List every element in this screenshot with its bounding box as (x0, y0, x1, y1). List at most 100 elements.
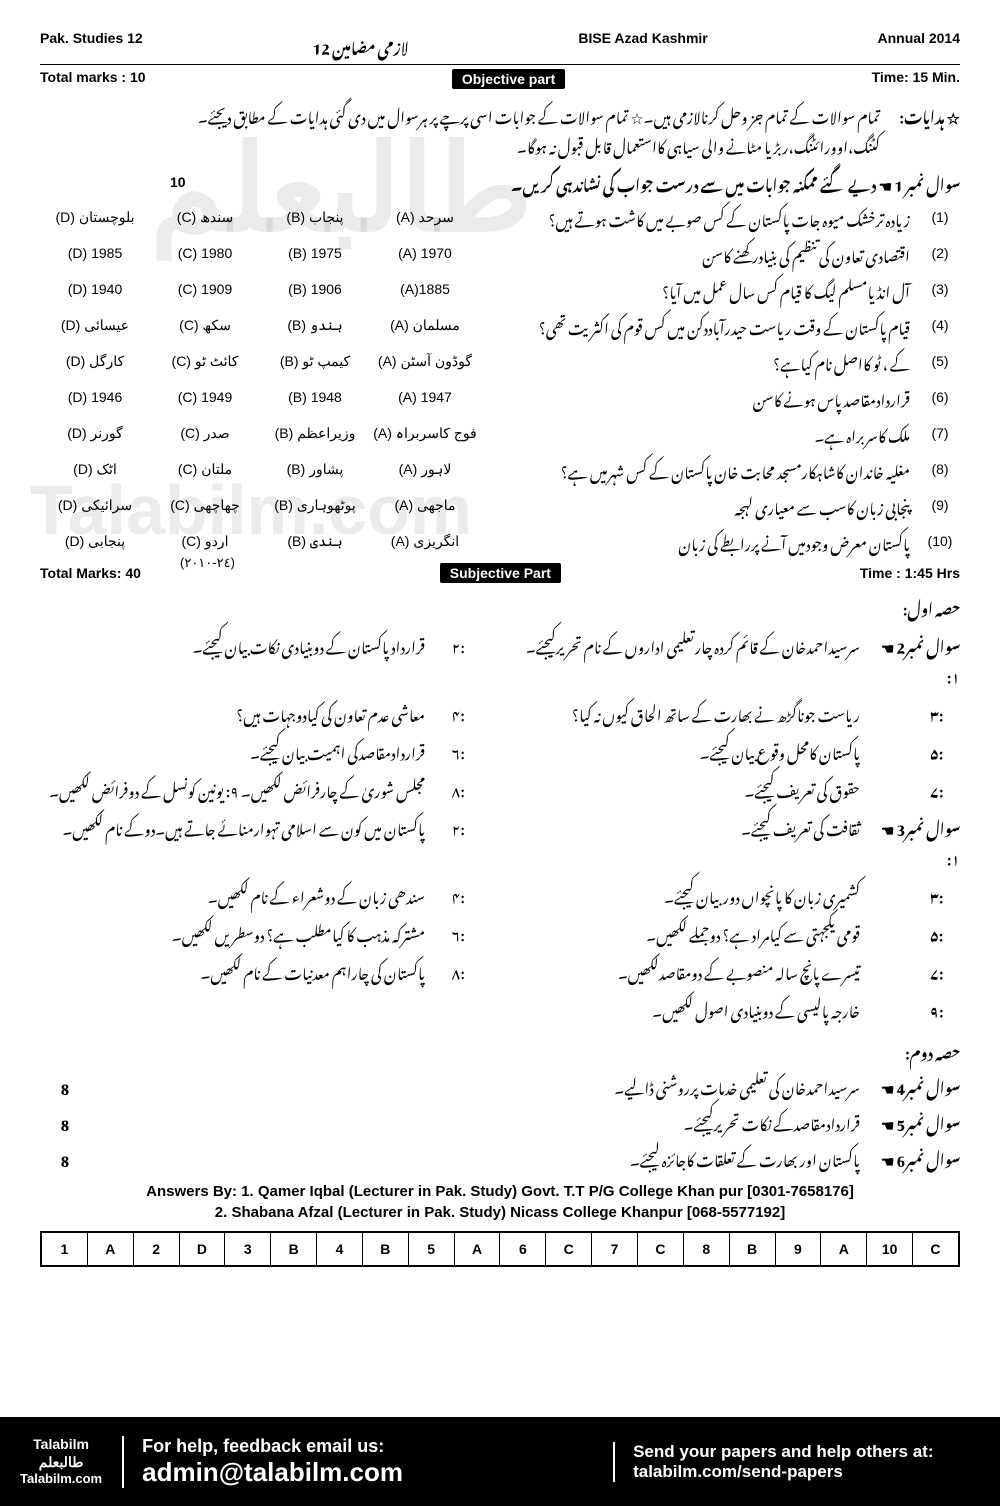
mcq-number: (1) (920, 209, 960, 225)
mcq-question: مغلیہ خاندان کاشاہکارمسجد محابت خان پاکس… (480, 454, 920, 484)
short-q-text: کشمیری زبان کا پانچواں دوربیان کیجئے۔ (475, 879, 860, 909)
time-subj: Time : 1:45 Hrs (860, 565, 960, 581)
mcq-opt-b: (B) 1975 (260, 245, 370, 261)
exam-page: Pak. Studies 12 لازمی مضامین 12 BISE Aza… (0, 0, 1000, 1267)
mcq-opt-c: (C) چھاچھی (150, 497, 260, 514)
footer-logo-url: Talabilm.com (20, 1471, 102, 1488)
answer-key-cell: A (455, 1233, 501, 1265)
mcq-row: (D) گورنر(C) صدر(B) وزیراعظم(A) فوج کاسر… (40, 415, 960, 451)
instructions: ☆ ہدایات: تمام سوالات کے تمام جز وحل کرن… (40, 93, 960, 165)
mcq-opt-d: (D) اٹک (40, 461, 150, 478)
total-marks-subj: Total Marks: 40 (40, 565, 141, 581)
mcq-opt-c: (C) کائٹ ٹو (150, 353, 260, 370)
margin-date: (٢٤-٢٠١٠) (180, 555, 235, 571)
short-q-subnum: :۹ (870, 993, 960, 1023)
answer-key-cell: 1 (42, 1233, 88, 1265)
objective-badge: Objective part (452, 69, 565, 89)
long-q-marks: 8 (40, 1070, 90, 1100)
short-q-subnum: :۸ (435, 773, 465, 803)
answer-key-cell: 5 (409, 1233, 455, 1265)
mcq-number: (2) (920, 245, 960, 261)
footer-logo-urdu: طالبعلم (20, 1453, 102, 1471)
answer-key-cell: 7 (592, 1233, 638, 1265)
mcq-row: (D) 1985(C) 1980(B) 1975(A) 1970اقتصادی … (40, 235, 960, 271)
short-q-subnum: :۲ (435, 811, 465, 871)
short-q-text: سندھی زبان کے دوشعراء کے نام لکھیں۔ (40, 879, 425, 909)
long-q-row: سوال نمبر4 ☚سرسیداحمدخان کی تعلیمی خدمات… (40, 1067, 960, 1103)
instructions-line2: کٹنگ،اوورائٹنگ،ربڑ یا مٹانے والی سیاہی ک… (40, 129, 960, 159)
subjective-header: Total Marks: 40 Subjective Part Time : 1… (40, 559, 960, 587)
mcq-number: (7) (920, 425, 960, 441)
short-q-text: قومی یکجہتی سے کیامراد ہے؟ دوجملے لکھیں۔ (475, 917, 860, 947)
short-q-row: :۷تیسرے پانچ سالہ منصوبے کے دومقاصدلکھیں… (40, 951, 960, 989)
short-q-subnum (435, 993, 465, 1023)
mcq-opt-d: (D) 1946 (40, 389, 150, 405)
answer-key-cell: 9 (776, 1233, 822, 1265)
mcq-opt-b: (B) 1906 (260, 281, 370, 297)
q2-container: سوال نمبر2 ☚ ۱:سرسیداحمدخان کے قائم کردہ… (40, 625, 960, 807)
long-q-text: پاکستان اور بھارت کے تعلقات کاجائزہ لیجئ… (90, 1142, 860, 1172)
answers-by-2: 2. Shabana Afzal (Lecturer in Pak. Study… (40, 1204, 960, 1225)
mcq-opt-c: (C) 1949 (150, 389, 260, 405)
mcq-row: (D) بلوچستان(C) سندھ(B) پنجاب(A) سرحدزیا… (40, 199, 960, 235)
short-q-text: مجلس شوریٰ کے چارفرائض لکھیں۔ ۹: یونین ک… (40, 773, 425, 803)
mcq-question: قیام پاکستان کے وقت ریاست حیدرآباددکن می… (480, 310, 920, 340)
long-q-text: سرسیداحمدخان کی تعلیمی خدمات پرروشنی ڈال… (90, 1070, 860, 1100)
mcq-question: زیادہ ترخشک میوہ جات پاکستان کے کس صوبے … (480, 202, 920, 232)
mcq-opt-b: (B) پشاور (260, 461, 370, 478)
mcq-number: (10) (920, 533, 960, 549)
short-q-subnum: :۸ (435, 955, 465, 985)
q1-header: 10 سوال نمبر 1 ☚ دیے گئے ممکنہ جوابات می… (40, 165, 960, 199)
answer-key-cell: B (363, 1233, 409, 1265)
mcq-opt-c: (C) سکھ (150, 317, 260, 334)
short-q-text: معاشی عدم تعاون کی کیادوجہات ہیں؟ (40, 697, 425, 727)
mcq-opt-c: (C) اردو (150, 533, 260, 550)
long-q-text: قراردادمقاصدکے نکات تحریرکیجئے۔ (90, 1106, 860, 1136)
mcq-opt-c: (C) صدر (150, 425, 260, 442)
mcq-row: (D) اٹک(C) ملتان(B) پشاور(A) لاہورمغلیہ … (40, 451, 960, 487)
short-q-row: :۵پاکستان کامحل وقوع بیان کیجئے۔:۶قراردا… (40, 731, 960, 769)
mcq-number: (9) (920, 497, 960, 513)
short-q-text: قراردادمقاصدکی اہمیت بیان کیجئے۔ (40, 735, 425, 765)
short-q-subnum: :۶ (435, 735, 465, 765)
q1-marks: 10 (40, 174, 186, 190)
mcq-opt-c: (C) 1980 (150, 245, 260, 261)
mcq-opt-d: (D) عیسائی (40, 317, 150, 334)
short-q-row: :۵ قومی یکجہتی سے کیامراد ہے؟ دوجملے لکھی… (40, 913, 960, 951)
mcq-opt-d: (D) کارگل (40, 353, 150, 370)
long-q-number: سوال نمبر4 ☚ (860, 1070, 960, 1100)
answers-by-1: Answers By: 1. Qamer Iqbal (Lecturer in … (40, 1175, 960, 1204)
short-q-subnum: :۵ (870, 917, 960, 947)
short-q-subnum: :۵ (870, 735, 960, 765)
q3-container: سوال نمبر3 ☚ ۱:ثقافت کی تعریف کیجئے۔:۲پا… (40, 807, 960, 1027)
time-obj: Time: 15 Min. (872, 69, 960, 89)
answer-key-cell: C (546, 1233, 592, 1265)
short-q-text: قرارداد پاکستان کے دوبنیادی نکات بیان کی… (40, 629, 425, 689)
mcq-opt-a: (A) 1947 (370, 389, 480, 405)
footer-logo-en: Talabilm (20, 1435, 102, 1453)
board: BISE Azad Kashmir (578, 30, 707, 60)
mcq-opt-c: (C) ملتان (150, 461, 260, 478)
mcq-opt-a: (A) گوڈون آسٹن (370, 353, 480, 370)
subject-en: Pak. Studies 12 (40, 30, 143, 60)
total-marks-obj: Total marks : 10 (40, 69, 146, 89)
long-q-marks: 8 (40, 1106, 90, 1136)
short-q-row: سوال نمبر3 ☚ ۱:ثقافت کی تعریف کیجئے۔:۲پا… (40, 807, 960, 875)
short-q-row: :۳ریاست جوناگڑھ نے بھارت کے ساتھ الحاق ک… (40, 693, 960, 731)
q1-label: سوال نمبر 1 ☚ دیے گئے ممکنہ جوابات میں س… (511, 167, 960, 197)
short-q-row: :۷حقوق کی تعریف کیجئے۔:۸مجلس شوریٰ کے چا… (40, 769, 960, 807)
short-q-text: پاکستان کی چاراہم معدنیات کے نام لکھیں۔ (40, 955, 425, 985)
short-q-subnum: :۴ (435, 697, 465, 727)
answer-key-table: 1A2D3B4B5A6C7C8B9A10C (40, 1231, 960, 1267)
answer-key-cell: C (638, 1233, 684, 1265)
mcq-row: (D) 1940(C) 1909(B) 1906(A)1885آل انڈیام… (40, 271, 960, 307)
mcq-row: (D) کارگل(C) کائٹ ٹو(B) کیمپ ٹو(A) گوڈون… (40, 343, 960, 379)
short-q-text: حقوق کی تعریف کیجئے۔ (475, 773, 860, 803)
mcq-opt-c: (C) 1909 (150, 281, 260, 297)
short-q-subnum: :۳ (870, 879, 960, 909)
short-q-text: خارجہ پالیسی کے دوبنیادی اصول لکھیں۔ (475, 993, 860, 1023)
mcq-opt-a: (A) فوج کاسربراہ (370, 425, 480, 442)
short-q-subnum: :۲ (435, 629, 465, 689)
mcq-opt-a: (A) 1970 (370, 245, 480, 261)
mcq-question: قراردادمقاصد پاس ہونے کاسن (480, 382, 920, 412)
